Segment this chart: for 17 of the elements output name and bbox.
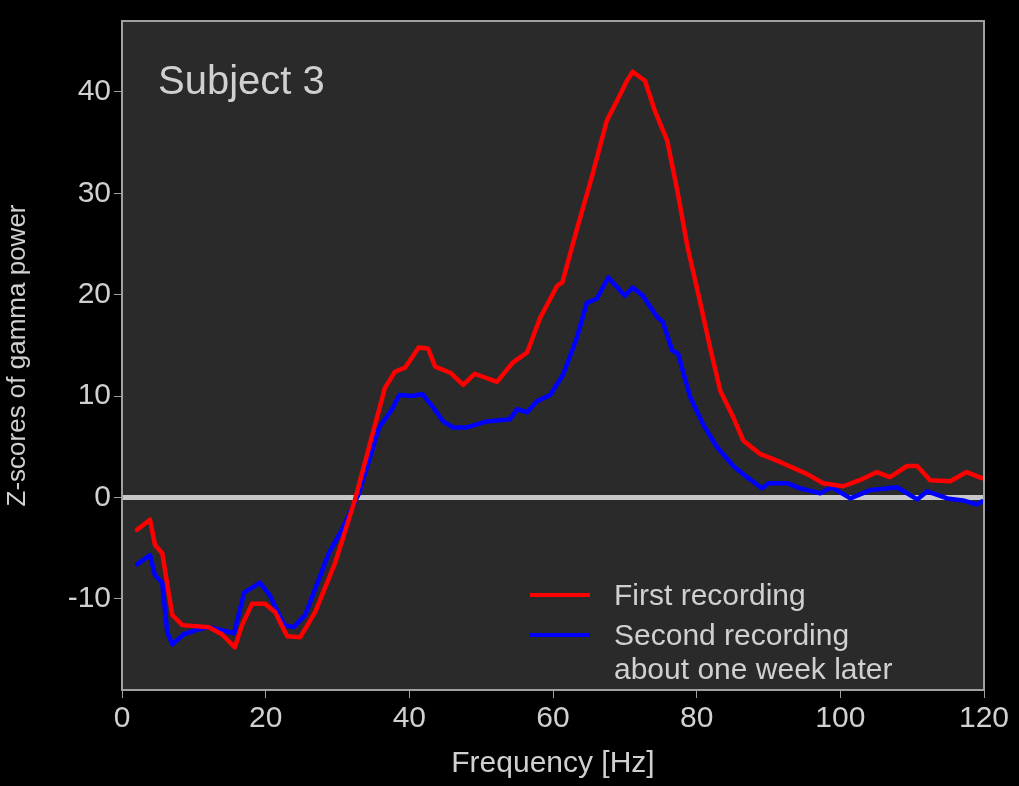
- y-tick-label: 10: [77, 377, 111, 411]
- y-tick-label: 20: [77, 275, 111, 309]
- x-tick-label: 60: [536, 700, 570, 734]
- x-tick-label: 120: [958, 700, 1010, 734]
- x-tick-label: 80: [679, 700, 714, 734]
- legend-label: Second recording about one week later: [614, 618, 894, 686]
- x-tick-label: 20: [248, 700, 283, 734]
- x-tick-label: 100: [815, 700, 866, 734]
- x-axis-title: Frequency [Hz]: [451, 745, 655, 779]
- y-tick-label: 40: [77, 73, 111, 107]
- y-tick-label: 30: [77, 174, 111, 208]
- annotation: Subject 3: [158, 58, 325, 103]
- y-tick-label: 0: [94, 478, 111, 512]
- y-tick-label: -10: [67, 580, 111, 614]
- y-axis-title: Z-scores of gamma power: [0, 204, 31, 507]
- x-tick-label: 40: [392, 700, 427, 734]
- legend-label: First recording: [614, 578, 807, 612]
